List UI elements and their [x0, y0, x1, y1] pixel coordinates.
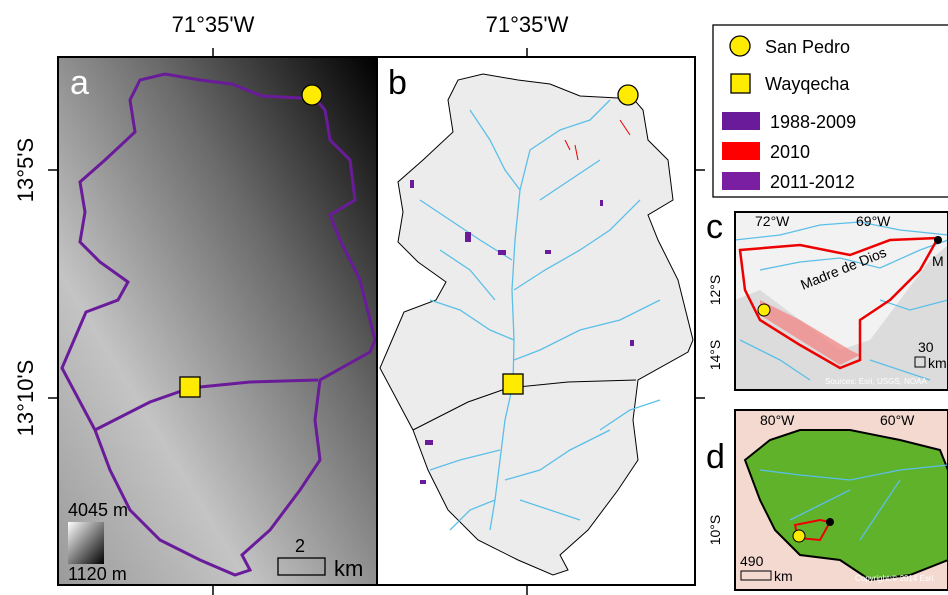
change-2010 — [564, 119, 631, 161]
streams — [419, 99, 661, 531]
site-marker — [792, 529, 806, 543]
elevation-max: 4045 m — [68, 500, 128, 520]
left-latitude: 13°10'S — [13, 360, 38, 437]
stream — [429, 449, 501, 471]
river — [869, 359, 931, 381]
river — [734, 221, 948, 241]
stream — [513, 199, 641, 291]
legend-swatch — [730, 73, 751, 94]
terrain — [735, 245, 948, 390]
river — [789, 489, 851, 521]
panel-label: b — [388, 64, 407, 102]
scale-value: 30 — [918, 339, 934, 355]
top-longitude: 71°35'W — [172, 12, 255, 37]
basin-boundary — [738, 236, 941, 370]
site-marker — [757, 303, 771, 317]
scale-unit: km — [774, 568, 793, 584]
map-credit: Sources: Esri, USGS, NOAA — [825, 377, 927, 386]
rivers — [759, 464, 948, 541]
san-pedro-marker — [301, 84, 323, 106]
river — [739, 339, 811, 381]
longitude-label: 60°W — [880, 412, 915, 428]
wayqecha-marker — [179, 376, 201, 398]
stream — [469, 109, 521, 191]
elevation-ramp — [68, 522, 104, 564]
patch — [465, 232, 471, 242]
patch — [498, 250, 506, 255]
region-fill — [760, 300, 860, 365]
panel-label: d — [706, 438, 725, 476]
stream — [429, 299, 515, 341]
stream — [519, 499, 581, 521]
wayqecha-marker — [502, 373, 524, 395]
river — [759, 464, 948, 481]
stream — [599, 399, 661, 431]
patch — [545, 250, 551, 254]
legend-swatch — [722, 142, 760, 160]
amazon-basin — [743, 429, 948, 582]
river — [879, 299, 948, 311]
scale-bar — [277, 557, 326, 576]
patch — [410, 180, 414, 188]
stream — [419, 199, 513, 261]
legend-label: Wayqecha — [765, 74, 850, 94]
top-longitude: 71°35'W — [486, 12, 569, 37]
city-marker — [934, 236, 942, 244]
legend-swatch — [722, 112, 760, 130]
river — [859, 479, 901, 541]
scale-unit: km — [334, 556, 363, 581]
panel-frame — [734, 409, 948, 591]
legend-label: 1988-2009 — [770, 112, 856, 132]
patch — [630, 340, 634, 346]
longitude-label: 72°W — [755, 213, 790, 229]
ticks — [48, 48, 705, 595]
scale-bar — [914, 356, 926, 368]
latitude-label: 10°S — [707, 515, 723, 546]
scale-value: 490 — [740, 553, 764, 569]
panel-frame — [734, 211, 948, 391]
patch — [600, 200, 603, 206]
map-credit: Copyright:© 2014 Esri — [855, 574, 934, 583]
patch — [425, 440, 433, 445]
river — [759, 239, 948, 271]
longitude-label: 80°W — [760, 412, 795, 428]
dem-raster — [58, 57, 377, 585]
stream — [489, 383, 514, 531]
latitude-label: 12°S — [707, 275, 723, 306]
city-label: M — [932, 253, 944, 269]
san-pedro-marker — [617, 84, 639, 106]
stream — [449, 499, 496, 531]
legend-swatch — [729, 35, 751, 57]
scale-value: 2 — [295, 536, 305, 556]
panel-label: c — [706, 208, 723, 246]
patch — [420, 480, 426, 484]
panel-label: a — [70, 64, 89, 102]
change-patches — [410, 180, 634, 484]
rivers — [734, 221, 948, 381]
stream — [539, 159, 601, 201]
left-latitude: 13°5'S — [13, 138, 38, 202]
panel-frame — [376, 56, 696, 586]
stream — [504, 429, 611, 481]
legend-box — [712, 24, 948, 198]
stream — [513, 299, 661, 361]
stream — [439, 249, 496, 301]
legend-label: 2011-2012 — [770, 172, 855, 192]
legend-swatch — [722, 172, 760, 190]
city-marker — [826, 518, 834, 526]
legend-label: 2010 — [770, 142, 810, 162]
elevation-min: 1120 m — [68, 564, 127, 584]
longitude-label: 69°W — [856, 213, 891, 229]
legend-label: San Pedro — [765, 37, 850, 57]
scale-unit: km — [928, 355, 947, 371]
latitude-label: 14°S — [707, 340, 723, 371]
scale-bar — [740, 570, 772, 581]
